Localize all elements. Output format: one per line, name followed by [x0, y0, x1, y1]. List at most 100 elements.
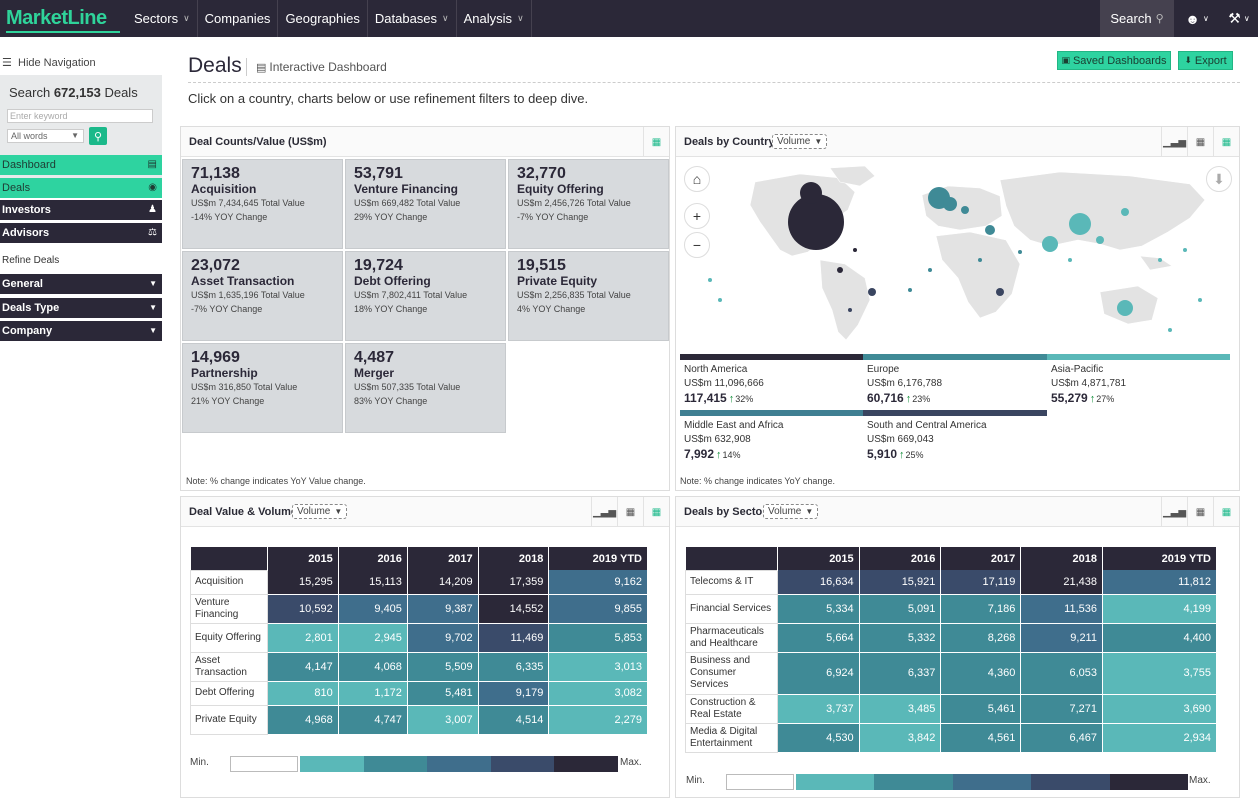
- heat-cell[interactable]: 6,467: [1020, 723, 1103, 753]
- heat-cell[interactable]: 9,162: [548, 570, 648, 595]
- africa-land[interactable]: [935, 231, 1021, 319]
- heat-cell[interactable]: 9,387: [407, 594, 479, 624]
- filter-company[interactable]: Company ▼: [0, 321, 162, 341]
- heat-cell[interactable]: 810: [267, 681, 339, 706]
- heat-cell[interactable]: 3,082: [548, 681, 648, 706]
- heat-cell[interactable]: 7,186: [940, 594, 1022, 624]
- sidebar-item-advisors[interactable]: Advisors ⚖: [0, 223, 162, 243]
- excel-export-button[interactable]: ▦: [1213, 127, 1239, 157]
- nav-sectors[interactable]: Sectors ∨: [127, 0, 198, 37]
- column-header[interactable]: 2015: [267, 547, 339, 570]
- search-go-button[interactable]: ⚲: [89, 127, 107, 145]
- middle-east-bubble[interactable]: [985, 225, 995, 235]
- heat-cell[interactable]: 6,335: [478, 652, 550, 682]
- usa-bubble[interactable]: [788, 194, 844, 250]
- heat-cell[interactable]: 4,968: [267, 705, 339, 735]
- search-button[interactable]: Search ⚲: [1100, 0, 1174, 37]
- column-header[interactable]: 2018: [1020, 547, 1103, 570]
- deal-tile-acquisition[interactable]: 71,138 Acquisition US$m 7,434,645 Total Va…: [182, 159, 343, 249]
- heat-cell[interactable]: 2,801: [267, 623, 339, 653]
- deal-tile-asset-transaction[interactable]: 23,072 Asset Transaction US$m 1,635,196 To…: [182, 251, 343, 341]
- nav-analysis[interactable]: Analysis ∨: [457, 0, 532, 37]
- heat-cell[interactable]: 9,211: [1020, 623, 1103, 653]
- heat-cell[interactable]: 2,279: [548, 705, 648, 735]
- map-download-button[interactable]: ⬇: [1206, 166, 1232, 192]
- heat-cell[interactable]: 7,271: [1020, 694, 1103, 724]
- export-button[interactable]: ⬇ Export: [1178, 51, 1233, 70]
- map-zoom-out-button[interactable]: −: [684, 232, 710, 258]
- heat-cell[interactable]: 5,091: [859, 594, 942, 624]
- column-header[interactable]: 2019 YTD: [1102, 547, 1218, 570]
- column-header[interactable]: 2015: [777, 547, 860, 570]
- heat-cell[interactable]: 4,147: [267, 652, 339, 682]
- heat-cell[interactable]: 3,755: [1102, 652, 1218, 695]
- heat-cell[interactable]: 15,921: [859, 570, 942, 595]
- deal-tile-venture-financing[interactable]: 53,791 Venture Financing US$m 669,482 Tota…: [345, 159, 506, 249]
- world-map[interactable]: [680, 160, 1232, 350]
- germany-bubble[interactable]: [943, 197, 957, 211]
- heat-cell[interactable]: 17,119: [940, 570, 1022, 595]
- deal-tile-private-equity[interactable]: 19,515 Private Equity US$m 2,256,835 Total…: [508, 251, 669, 341]
- deal-tile-merger[interactable]: 4,487 Merger US$m 507,335 Total Value 83% Y…: [345, 343, 506, 433]
- region-north-america[interactable]: North America US$m 11,096,666 117,415 ↑32%: [684, 364, 764, 405]
- heat-cell[interactable]: 3,690: [1102, 694, 1218, 724]
- nav-geographies[interactable]: Geographies: [278, 0, 368, 37]
- heat-cell[interactable]: 3,737: [777, 694, 860, 724]
- heat-cell[interactable]: 11,536: [1020, 594, 1103, 624]
- china-bubble[interactable]: [1069, 213, 1091, 235]
- heat-cell[interactable]: 3,842: [859, 723, 942, 753]
- nav-databases[interactable]: Databases ∨: [368, 0, 457, 37]
- filter-general[interactable]: General ▼: [0, 274, 162, 294]
- heat-cell[interactable]: 9,179: [478, 681, 550, 706]
- heat-cell[interactable]: 3,007: [407, 705, 479, 735]
- country-metric-select[interactable]: Volume ▼: [772, 134, 828, 149]
- heat-cell[interactable]: 2,934: [1102, 723, 1218, 753]
- heat-cell[interactable]: 15,295: [267, 570, 339, 595]
- sector-metric-select[interactable]: Volume ▼: [763, 504, 819, 519]
- filter-deals-type[interactable]: Deals Type ▼: [0, 298, 162, 318]
- deal-tile-partnership[interactable]: 14,969 Partnership US$m 316,850 Total Valu…: [182, 343, 343, 433]
- heat-cell[interactable]: 3,013: [548, 652, 648, 682]
- heat-cell[interactable]: 14,209: [407, 570, 479, 595]
- table-view-button[interactable]: ▦: [617, 497, 643, 527]
- heat-cell[interactable]: 21,438: [1020, 570, 1103, 595]
- heat-cell[interactable]: 5,332: [859, 623, 942, 653]
- column-header[interactable]: 2018: [478, 547, 550, 570]
- table-view-button[interactable]: ▦: [1187, 497, 1213, 527]
- canada-bubble[interactable]: [800, 182, 822, 204]
- heat-cell[interactable]: 4,561: [940, 723, 1022, 753]
- heat-cell[interactable]: 4,530: [777, 723, 860, 753]
- match-words-select[interactable]: All words ▼: [7, 129, 84, 143]
- region-middle-east-and-africa[interactable]: Middle East and Africa US$m 632,908 7,992 ↑…: [684, 420, 784, 461]
- japan-bubble[interactable]: [1121, 208, 1129, 216]
- heat-cell[interactable]: 11,812: [1102, 570, 1218, 595]
- region-asia-pacific[interactable]: Asia-Pacific US$m 4,871,781 55,279 ↑27%: [1051, 364, 1126, 405]
- excel-export-button[interactable]: ▦: [643, 497, 669, 527]
- deal-tile-equity-offering[interactable]: 32,770 Equity Offering US$m 2,456,726 Tota…: [508, 159, 669, 249]
- heat-cell[interactable]: 9,855: [548, 594, 648, 624]
- heat-cell[interactable]: 5,334: [777, 594, 860, 624]
- asia-land[interactable]: [999, 171, 1206, 251]
- south-africa-bubble[interactable]: [996, 288, 1004, 296]
- tools-menu[interactable]: ⚒ ∨: [1220, 0, 1258, 37]
- heat-cell[interactable]: 5,509: [407, 652, 479, 682]
- heat-cell[interactable]: 6,053: [1020, 652, 1103, 695]
- heat-cell[interactable]: 4,068: [338, 652, 408, 682]
- heat-cell[interactable]: 10,592: [267, 594, 339, 624]
- sidebar-item-investors[interactable]: Investors ♟: [0, 200, 162, 220]
- region-south-and-central-america[interactable]: South and Central America US$m 669,043 5,9…: [867, 420, 987, 461]
- map-zoom-in-button[interactable]: +: [684, 203, 710, 229]
- heat-cell[interactable]: 11,469: [478, 623, 550, 653]
- heat-cell[interactable]: 5,481: [407, 681, 479, 706]
- europe-bubble[interactable]: [961, 206, 969, 214]
- column-header[interactable]: 2019 YTD: [548, 547, 648, 570]
- heat-cell[interactable]: 5,461: [940, 694, 1022, 724]
- heat-cell[interactable]: 4,747: [338, 705, 408, 735]
- india-bubble[interactable]: [1042, 236, 1058, 252]
- user-menu[interactable]: ☻ ∨: [1178, 0, 1216, 37]
- asia-bubble[interactable]: [1096, 236, 1104, 244]
- heat-cell[interactable]: 9,405: [338, 594, 408, 624]
- keyword-input[interactable]: [7, 109, 153, 123]
- column-header[interactable]: 2016: [859, 547, 942, 570]
- map-home-button[interactable]: ⌂: [684, 166, 710, 192]
